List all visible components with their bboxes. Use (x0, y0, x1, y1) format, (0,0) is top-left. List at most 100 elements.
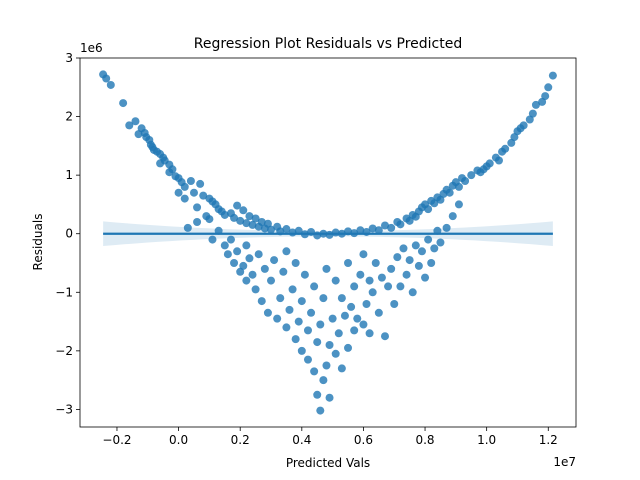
scatter-point (226, 235, 235, 244)
scatter-point (236, 216, 245, 225)
y-tick-label: 0 (65, 227, 73, 241)
scatter-point (156, 159, 165, 168)
scatter-point (507, 138, 516, 147)
scatter-point (528, 109, 537, 118)
scatter-point (257, 297, 266, 306)
scatter-point (189, 188, 198, 197)
scatter-point (233, 201, 242, 210)
scatter-point (538, 97, 547, 106)
scatter-point (325, 393, 334, 402)
scatter-point (408, 288, 417, 297)
scatter-point (294, 317, 303, 326)
scatter-point (291, 335, 300, 344)
scatter-point (399, 244, 408, 253)
scatter-point (340, 311, 349, 320)
scatter-point (436, 238, 445, 247)
scatter-point (334, 329, 343, 338)
scatter-point (251, 285, 260, 294)
scatter-point (368, 224, 377, 233)
scatter-point (541, 92, 550, 101)
scatter-point (131, 117, 140, 126)
scatter-point (328, 314, 337, 323)
scatter-point (270, 256, 279, 265)
scatter-point (430, 199, 439, 208)
scatter-point (387, 264, 396, 273)
scatter-point (405, 256, 414, 265)
scatter-point (165, 168, 174, 177)
scatter-point (313, 390, 322, 399)
scatter-point (525, 115, 534, 124)
scatter-point (242, 241, 251, 250)
scatter-point (300, 270, 309, 279)
y-axis-label: Residuals (31, 214, 45, 271)
scatter-point (223, 250, 232, 259)
scatter-point (510, 133, 519, 142)
scatter-point (322, 264, 331, 273)
scatter-point (319, 294, 328, 303)
scatter-point (125, 121, 134, 130)
scatter-point (248, 270, 257, 279)
scatter-point (494, 156, 503, 165)
scatter-point (230, 259, 239, 267)
scatter-point (454, 200, 463, 209)
scatter-point (467, 171, 476, 180)
scatter-point (396, 220, 405, 229)
scatter-point (331, 276, 340, 285)
scatter-point (516, 124, 525, 133)
y-tick-label: 2 (65, 110, 73, 124)
y-tick-label: 1 (65, 168, 73, 182)
scatter-point (180, 194, 189, 203)
scatter-point (193, 203, 202, 212)
scatter-point (365, 329, 374, 338)
scatter-point (421, 273, 430, 282)
scatter-point (310, 367, 319, 376)
y-tick-label: 3 (65, 51, 73, 65)
scatter-point (393, 253, 402, 262)
scatter-point (356, 226, 365, 235)
scatter-point (424, 205, 433, 214)
scatter-point (279, 267, 288, 276)
scatter-points-layer (99, 70, 557, 415)
y-tick-label: −3 (55, 402, 73, 416)
scatter-point (316, 406, 325, 415)
x-tick-label: 0.0 (169, 433, 188, 447)
scatter-point (365, 276, 374, 285)
scatter-point (183, 223, 192, 232)
scatter-point (119, 99, 128, 108)
scatter-point (390, 300, 399, 308)
x-tick-label: 1.2 (539, 433, 558, 447)
scatter-point (485, 159, 494, 168)
scatter-point (251, 214, 260, 223)
scatter-point (411, 241, 420, 250)
scatter-point (331, 349, 340, 358)
scatter-point (427, 259, 436, 267)
scatter-point (548, 71, 557, 80)
scatter-point (461, 177, 470, 185)
scatter-point (239, 206, 248, 215)
y-axis-ticks: −3 −2 −1 0 1 2 3 (55, 51, 80, 416)
scatter-point (442, 223, 451, 232)
scatter-point (396, 282, 405, 291)
scatter-point (430, 244, 439, 253)
scatter-point (344, 343, 353, 352)
scatter-point (359, 320, 368, 329)
scatter-point (134, 130, 143, 139)
scatter-point (291, 259, 300, 267)
scatter-point (239, 261, 248, 270)
scatter-point (102, 74, 111, 83)
x-axis-ticks: −0.2 0.0 0.2 0.4 0.6 0.8 1.0 1.2 (102, 427, 558, 447)
scatter-point (377, 273, 386, 282)
scatter-point (242, 219, 251, 228)
scatter-point (371, 259, 380, 267)
y-tick-label: −2 (55, 344, 73, 358)
y-tick-label: −1 (55, 285, 73, 299)
scatter-point (297, 297, 306, 306)
scatter-point (337, 294, 346, 303)
x-tick-label: 1.0 (477, 433, 496, 447)
x-offset-text: 1e7 (553, 455, 576, 469)
scatter-point (186, 177, 195, 185)
scatter-point (380, 332, 389, 341)
scatter-point (254, 250, 263, 259)
x-tick-label: 0.8 (415, 433, 434, 447)
scatter-point (347, 302, 356, 311)
